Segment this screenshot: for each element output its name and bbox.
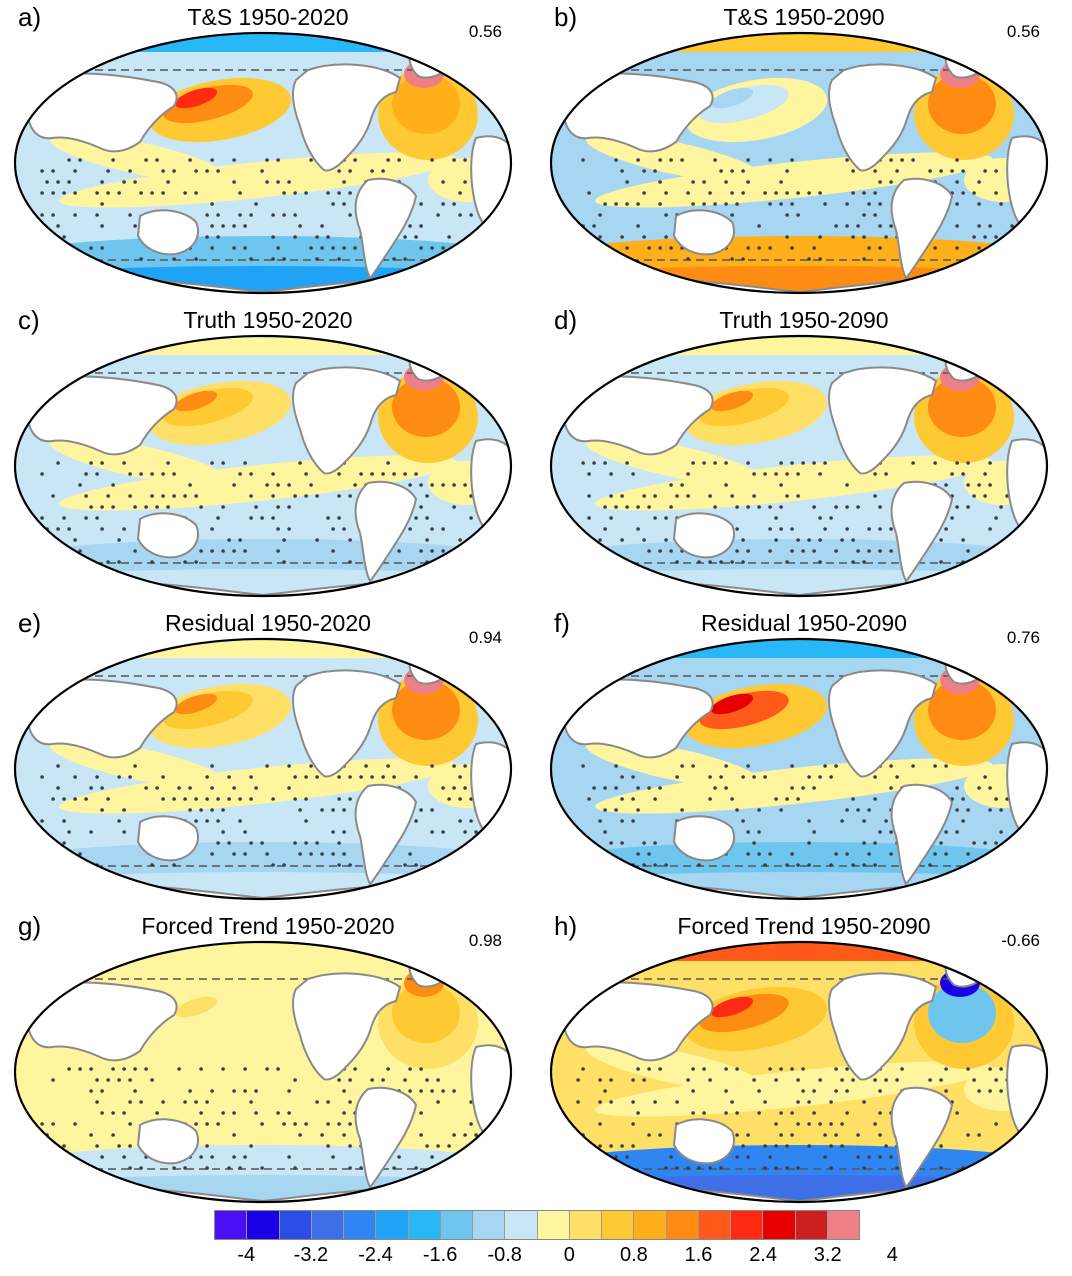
globe-outline	[13, 334, 513, 598]
globe-outline	[549, 334, 1049, 598]
colorbar-swatch	[505, 1211, 538, 1239]
colorbar-swatch	[537, 1211, 570, 1239]
field-layer	[15, 639, 511, 899]
panel-title: Truth 1950-2020	[183, 307, 353, 333]
correlation-value: -0.66	[1001, 931, 1040, 950]
colorbar-swatch	[279, 1211, 312, 1239]
colorbar-tick-label: 3.2	[813, 1244, 842, 1266]
colorbar-swatch	[569, 1211, 602, 1239]
map-panel: f) Residual 1950-2090 0.76	[536, 606, 1072, 906]
world-map	[13, 940, 513, 1204]
colorbar-tick-label: 1.6	[684, 1244, 713, 1266]
colorbar-swatch	[795, 1211, 828, 1239]
world-map	[549, 940, 1049, 1204]
globe-outline	[549, 31, 1049, 295]
field-layer	[551, 942, 1047, 1202]
globe-outline	[549, 637, 1049, 901]
land-masses	[563, 355, 1047, 596]
field-layer	[15, 33, 511, 293]
colorbar-tick-label: 2.4	[749, 1244, 777, 1266]
colorbar: -4 -3.2 -2.4 -1.6 -0.8 0 0.8 1.6 2.4 3.2 4	[214, 1210, 898, 1266]
globe-outline	[549, 940, 1049, 1204]
field-layer	[15, 942, 511, 1202]
world-map	[13, 334, 513, 598]
panel-title: T&S 1950-2090	[723, 4, 885, 30]
panel-title: T&S 1950-2020	[187, 4, 349, 30]
map-panel: g) Forced Trend 1950-2020 0.98	[0, 909, 536, 1209]
colorbar-boxes	[214, 1210, 860, 1240]
colorbar-swatch	[408, 1211, 441, 1239]
correlation-value: 0.56	[1006, 22, 1040, 41]
colorbar-tick-label: -3.2	[293, 1244, 329, 1266]
world-map	[549, 334, 1049, 598]
correlation-value: 0.94	[468, 628, 502, 647]
panel-letter: h)	[554, 911, 578, 941]
colorbar-labels: -4 -3.2 -2.4 -1.6 -0.8 0 0.8 1.6 2.4 3.2 4	[214, 1244, 897, 1268]
colorbar-swatch	[247, 1211, 280, 1239]
panel-title: Forced Trend 1950-2020	[141, 913, 395, 939]
colorbar-tick-label: 0.8	[619, 1244, 648, 1266]
field-layer	[15, 336, 511, 596]
correlation-value: 0.98	[468, 931, 502, 950]
colorbar-swatch	[698, 1211, 731, 1239]
correlation-value: 0.56	[468, 22, 502, 41]
colorbar-tick-label: -0.8	[487, 1244, 522, 1266]
world-map	[549, 637, 1049, 901]
map-panel: a) T&S 1950-2020 0.56	[0, 0, 536, 300]
world-map	[13, 637, 513, 901]
map-panel: b) T&S 1950-2090 0.56	[536, 0, 1072, 300]
world-map	[549, 31, 1049, 295]
colorbar-swatch	[763, 1211, 796, 1239]
globe-outline	[13, 940, 513, 1204]
colorbar-tick-label: -2.4	[358, 1244, 393, 1266]
globe-outline	[13, 31, 513, 295]
panel-title: Residual 1950-2090	[701, 610, 907, 636]
panel-letter: b)	[554, 2, 578, 32]
colorbar-tick-label: -1.6	[422, 1244, 458, 1266]
world-map	[13, 31, 513, 295]
panel-letter: a)	[18, 2, 42, 32]
colorbar-swatch	[634, 1211, 667, 1239]
colorbar-swatch	[376, 1211, 409, 1239]
panel-letter: e)	[18, 608, 42, 638]
globe-outline	[13, 637, 513, 901]
map-panel: d) Truth 1950-2090	[536, 303, 1072, 603]
colorbar-tick-label: 0	[563, 1244, 575, 1266]
panel-title: Forced Trend 1950-2090	[677, 913, 931, 939]
field-layer	[551, 33, 1047, 293]
panel-letter: d)	[554, 305, 578, 335]
map-panel: e) Residual 1950-2020 0.94	[0, 606, 536, 906]
colorbar-swatch	[666, 1211, 699, 1239]
field-layer	[551, 639, 1047, 899]
colorbar-swatch	[440, 1211, 473, 1239]
map-panel: h) Forced Trend 1950-2090 -0.66	[536, 909, 1072, 1209]
panel-title: Residual 1950-2020	[165, 610, 371, 636]
colorbar-swatch	[311, 1211, 344, 1239]
colorbar-tick-label: 4	[886, 1244, 898, 1266]
correlation-value: 0.76	[1006, 628, 1040, 647]
colorbar-swatch	[215, 1211, 248, 1239]
colorbar-swatch	[344, 1211, 377, 1239]
colorbar-swatch	[473, 1211, 506, 1239]
panel-letter: g)	[18, 911, 42, 941]
panel-title: Truth 1950-2090	[719, 307, 889, 333]
colorbar-swatch	[731, 1211, 764, 1239]
field-layer	[551, 336, 1047, 596]
colorbar-tick-label: -4	[237, 1244, 256, 1266]
panel-letter: f)	[554, 608, 570, 638]
panel-letter: c)	[18, 305, 40, 335]
colorbar-swatch	[827, 1211, 859, 1239]
colorbar-swatch	[602, 1211, 635, 1239]
map-panel: c) Truth 1950-2020	[0, 303, 536, 603]
